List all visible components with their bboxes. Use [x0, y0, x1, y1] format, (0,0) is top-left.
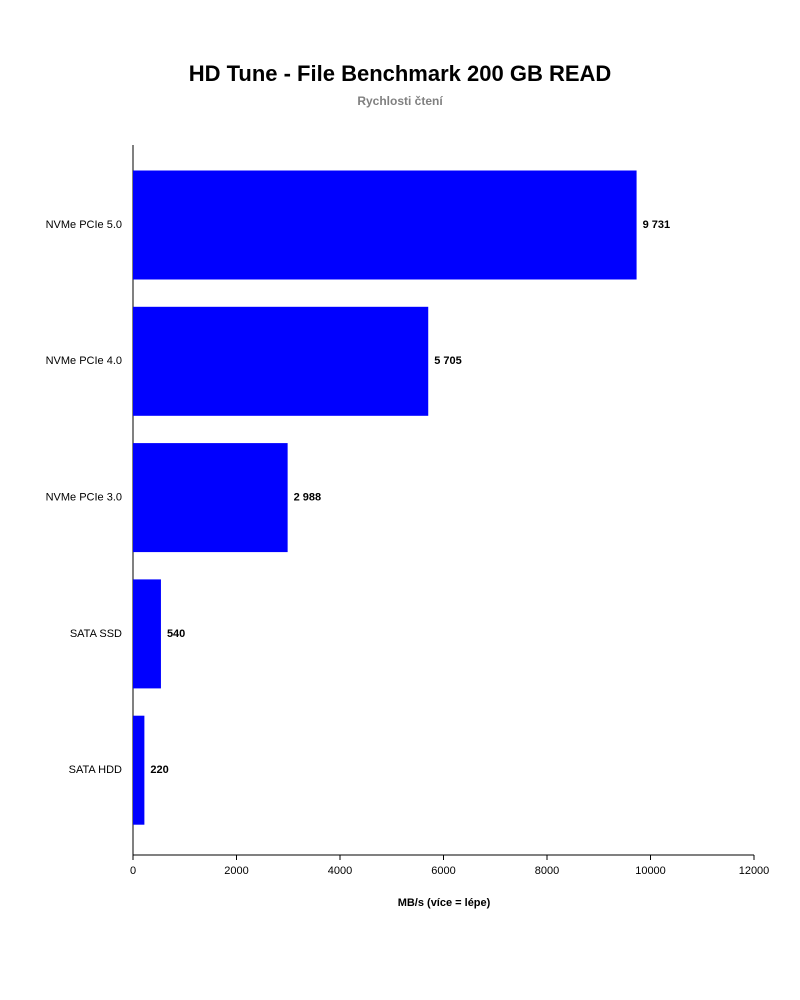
x-tick-label: 4000 [328, 865, 352, 877]
bar [133, 170, 637, 280]
x-tick-label: 2000 [224, 865, 248, 877]
x-tick-label: 6000 [431, 865, 455, 877]
data-label: 9 731 [643, 219, 671, 231]
chart-subtitle: Rychlosti čtení [357, 94, 443, 108]
y-tick-label: NVMe PCIe 4.0 [46, 355, 122, 367]
y-tick-label: SATA SSD [70, 628, 122, 640]
bar [133, 443, 288, 553]
x-tick-label: 12000 [739, 865, 770, 877]
x-tick-label: 10000 [635, 865, 666, 877]
data-label: 2 988 [294, 492, 322, 504]
x-tick-label: 0 [130, 865, 136, 877]
data-label: 220 [150, 764, 168, 776]
bar [133, 715, 145, 825]
y-tick-label: SATA HDD [69, 764, 122, 776]
bar [133, 579, 161, 689]
data-label: 540 [167, 628, 185, 640]
y-tick-label: NVMe PCIe 5.0 [46, 219, 122, 231]
bar [133, 306, 429, 416]
y-tick-label: NVMe PCIe 3.0 [46, 492, 122, 504]
chart-title: HD Tune - File Benchmark 200 GB READ [189, 61, 612, 86]
x-tick-label: 8000 [535, 865, 559, 877]
x-axis-label: MB/s (více = lépe) [398, 897, 491, 909]
data-label: 5 705 [434, 355, 462, 367]
